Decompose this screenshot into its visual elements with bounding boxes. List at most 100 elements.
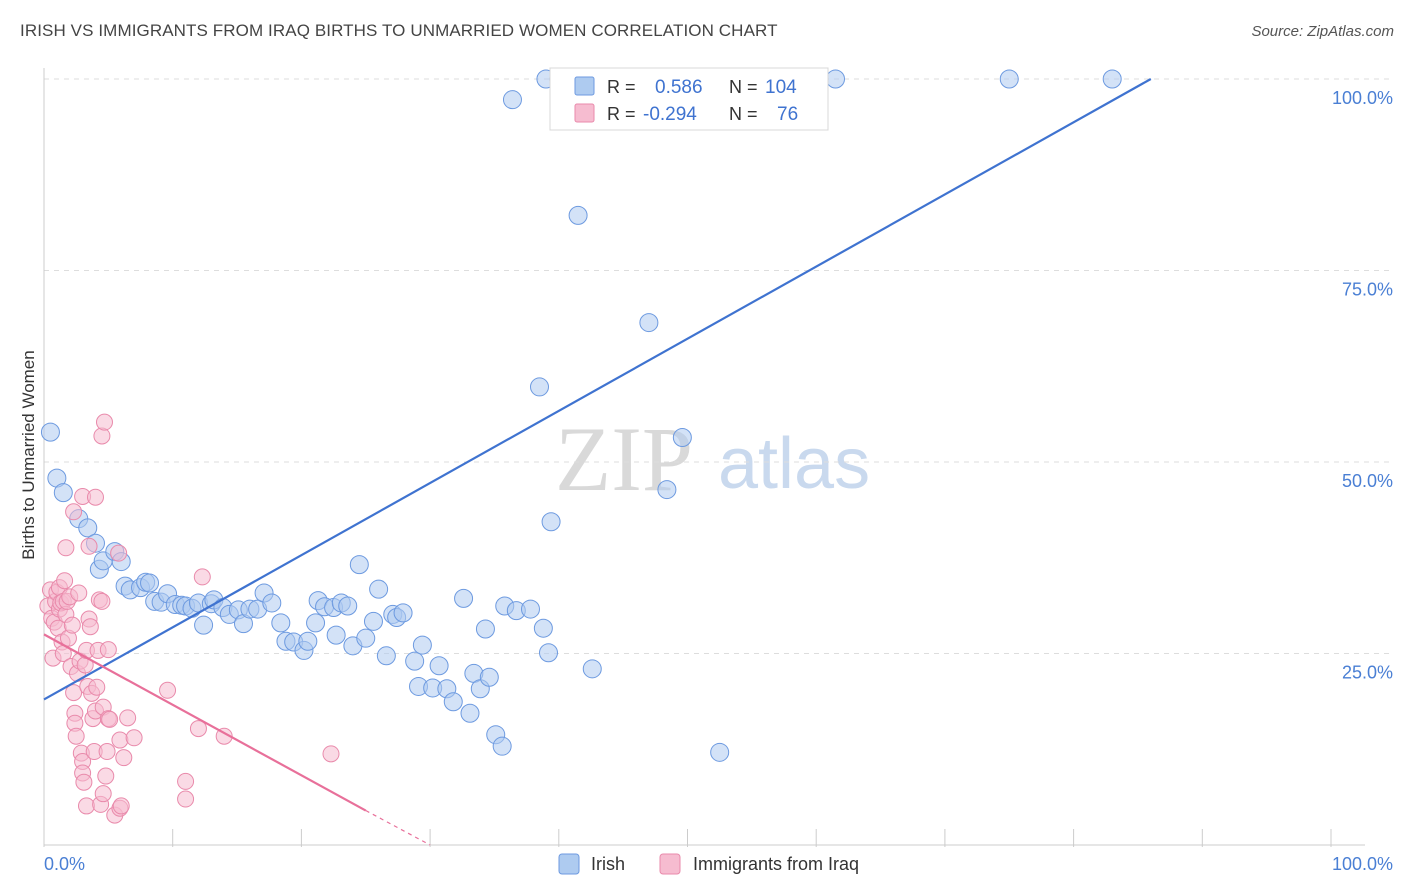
data-point: [63, 616, 81, 634]
legend-r-label-1: R =: [607, 77, 636, 97]
bottom-legend-irish: Irish: [591, 854, 625, 874]
data-point: [78, 518, 98, 538]
correlation-legend: R = 0.586 N = 104 R = -0.294 N = 76: [549, 67, 829, 131]
data-point: [88, 678, 106, 696]
data-point: [65, 684, 83, 702]
data-point: [65, 503, 83, 521]
data-point: [75, 773, 93, 791]
gridlines: [44, 78, 1391, 654]
axes: [43, 68, 1365, 847]
data-point: [376, 646, 396, 666]
legend-swatch-iraq: [574, 103, 595, 123]
data-point: [101, 710, 119, 728]
data-point: [541, 512, 561, 532]
data-point: [110, 544, 128, 562]
data-point: [1102, 69, 1122, 89]
data-point: [80, 537, 98, 555]
data-point: [77, 797, 95, 815]
data-point: [193, 568, 211, 586]
data-point: [40, 422, 60, 442]
data-point: [125, 729, 143, 747]
data-point: [94, 785, 112, 803]
data-point: [454, 588, 474, 608]
data-point: [639, 313, 659, 333]
legend-n-label-1: N =: [729, 77, 758, 97]
bottom-legend-swatch-irish: [558, 853, 580, 875]
data-point: [363, 611, 383, 631]
bottom-legend-iraq: Immigrants from Iraq: [693, 854, 859, 874]
data-point: [119, 709, 137, 727]
data-point: [326, 625, 346, 645]
x-tick-label: 0.0%: [44, 854, 85, 874]
legend-r-value-iraq: -0.294: [643, 104, 697, 125]
data-point: [115, 749, 133, 767]
data-point: [298, 631, 318, 651]
chart-title: IRISH VS IMMIGRANTS FROM IRAQ BIRTHS TO …: [20, 21, 778, 40]
data-point: [57, 539, 75, 557]
data-point: [189, 720, 207, 738]
trend-lines: [43, 78, 1152, 846]
legend-swatch-irish: [574, 76, 595, 96]
data-point: [99, 641, 117, 659]
source-credit: Source: ZipAtlas.com: [1251, 23, 1394, 40]
legend-n-value-irish: 104: [765, 77, 797, 98]
data-point: [672, 427, 692, 447]
data-point: [356, 628, 376, 648]
data-point: [826, 69, 846, 89]
data-point: [338, 596, 358, 616]
data-point: [111, 731, 129, 749]
legend-r-value-irish: 0.586: [655, 77, 703, 98]
data-point: [412, 635, 432, 655]
data-point: [86, 488, 104, 506]
data-point: [140, 573, 160, 593]
legend-r-label-2: R =: [607, 104, 636, 124]
data-point: [306, 613, 326, 633]
data-point: [322, 745, 340, 763]
data-point: [405, 651, 425, 671]
data-point: [657, 480, 677, 500]
data-point: [93, 592, 111, 610]
data-point: [369, 579, 389, 599]
trend-extension-iraq: [365, 810, 431, 846]
y-tick-label: 50.0%: [1342, 471, 1393, 491]
y-tick-label: 75.0%: [1342, 280, 1393, 300]
legend-n-label-2: N =: [729, 104, 758, 124]
data-point: [159, 681, 177, 699]
data-point: [97, 767, 115, 785]
data-point: [520, 599, 540, 619]
legend-n-value-iraq: 76: [777, 104, 798, 125]
data-point: [349, 555, 369, 575]
series-iraq-points: [39, 413, 340, 824]
data-point: [95, 413, 113, 431]
data-point: [529, 377, 549, 397]
data-point: [194, 615, 214, 635]
data-point: [533, 618, 553, 638]
data-point: [112, 797, 130, 815]
data-point: [479, 667, 499, 687]
data-point: [393, 603, 413, 623]
data-point: [70, 584, 88, 602]
data-point: [53, 483, 73, 503]
y-axis-label: Births to Unmarried Women: [19, 350, 38, 559]
data-point: [710, 742, 730, 762]
trend-line-iraq: [43, 633, 367, 812]
data-point: [502, 90, 522, 110]
data-point: [999, 69, 1019, 89]
data-point: [443, 692, 463, 712]
series-legend: Irish Immigrants from Iraq: [558, 853, 859, 875]
data-point: [56, 572, 74, 590]
data-point: [429, 656, 449, 676]
y-tick-label: 25.0%: [1342, 663, 1393, 683]
trend-line-irish: [43, 78, 1152, 701]
data-point: [460, 703, 480, 723]
data-point: [177, 790, 195, 808]
data-point: [93, 427, 111, 445]
data-point: [539, 643, 559, 663]
x-tick-label: 100.0%: [1332, 854, 1393, 874]
data-point: [81, 618, 99, 636]
data-point: [568, 205, 588, 225]
watermark-atlas: atlas: [718, 424, 870, 504]
data-point: [262, 593, 282, 613]
y-tick-label: 100.0%: [1332, 88, 1393, 108]
